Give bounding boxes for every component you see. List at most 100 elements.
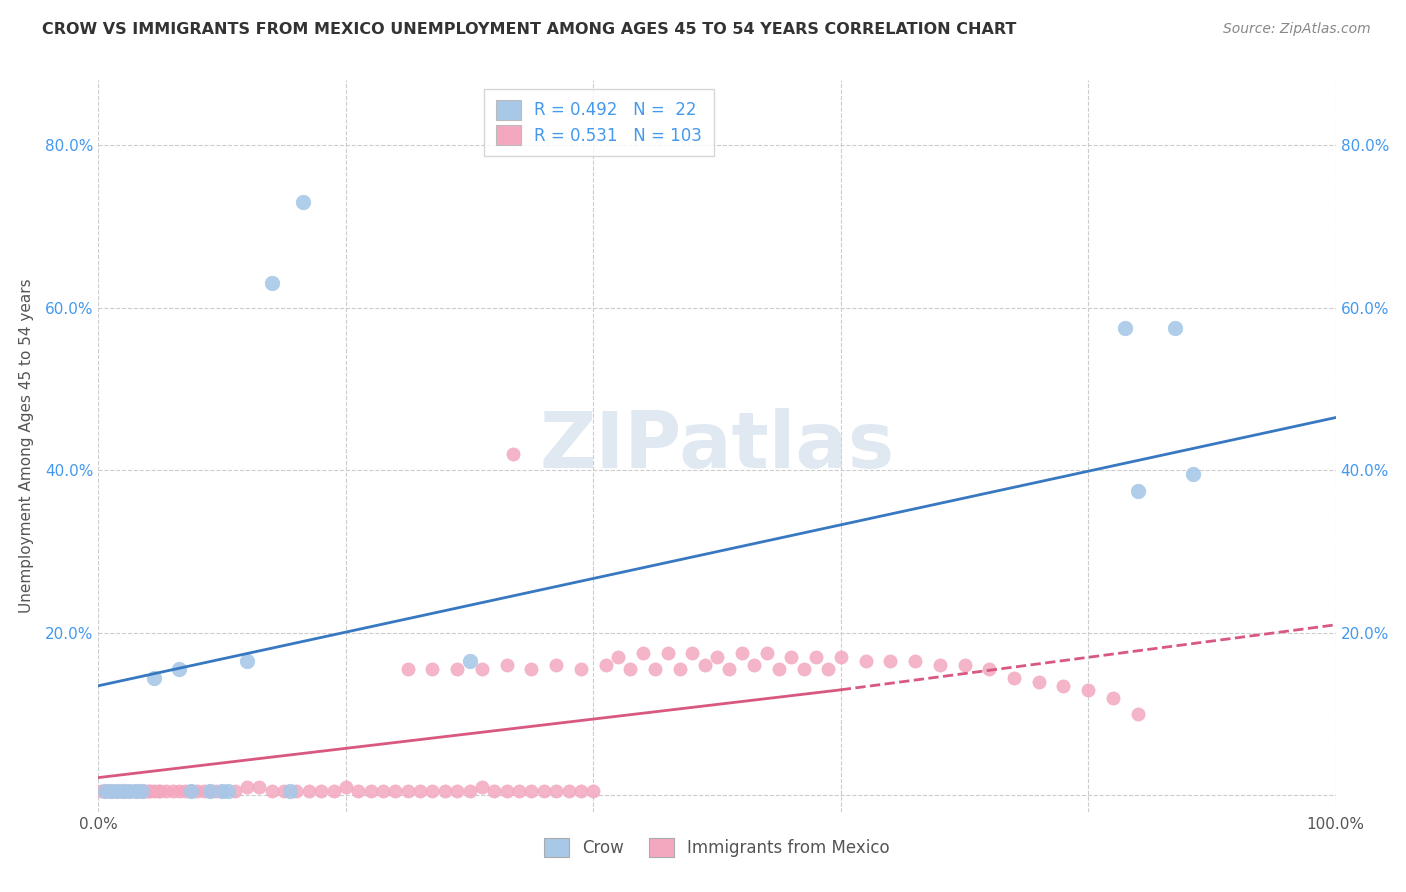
Point (495, 658, 517, 673)
Point (1114, 321, 1136, 335)
Point (569, 663, 592, 677)
Point (273, 784, 295, 798)
Point (557, 784, 579, 798)
Point (309, 784, 332, 798)
Point (546, 658, 568, 673)
Point (1002, 671, 1025, 685)
Point (105, 784, 128, 798)
Point (124, 784, 146, 798)
Point (706, 650, 728, 665)
Text: CROW VS IMMIGRANTS FROM MEXICO UNEMPLOYMENT AMONG AGES 45 TO 54 YEARS CORRELATIO: CROW VS IMMIGRANTS FROM MEXICO UNEMPLOYM… (42, 22, 1017, 37)
Point (100, 784, 122, 798)
Point (458, 654, 481, 668)
Point (830, 650, 852, 665)
Point (298, 784, 321, 798)
Point (1028, 674, 1050, 689)
Point (508, 784, 530, 798)
Point (396, 784, 419, 798)
Point (433, 784, 456, 798)
Point (1126, 707, 1149, 722)
Point (384, 784, 406, 798)
Point (146, 784, 169, 798)
Point (260, 784, 283, 798)
Point (211, 784, 233, 798)
Point (143, 671, 166, 685)
Point (180, 784, 202, 798)
Text: ZIPatlas: ZIPatlas (540, 408, 894, 484)
Point (1182, 467, 1205, 482)
Point (122, 784, 145, 798)
Point (112, 784, 135, 798)
Point (347, 784, 370, 798)
Point (131, 784, 153, 798)
Point (569, 784, 592, 798)
Point (112, 784, 135, 798)
Point (793, 663, 815, 677)
Y-axis label: Unemployment Among Ages 45 to 54 years: Unemployment Among Ages 45 to 54 years (18, 278, 34, 614)
Point (631, 646, 654, 660)
Point (260, 277, 283, 291)
Point (211, 784, 233, 798)
Point (285, 784, 308, 798)
Point (422, 663, 444, 677)
Point (731, 646, 754, 660)
Point (124, 784, 146, 798)
Legend: Crow, Immigrants from Mexico: Crow, Immigrants from Mexico (536, 830, 898, 865)
Point (103, 784, 125, 798)
Point (155, 784, 177, 798)
Point (1126, 483, 1149, 498)
Point (804, 650, 827, 665)
Point (657, 646, 679, 660)
Point (607, 650, 630, 665)
Point (167, 784, 190, 798)
Point (114, 784, 136, 798)
Point (422, 784, 444, 798)
Point (817, 663, 839, 677)
Point (855, 654, 877, 668)
Point (669, 663, 692, 677)
Point (291, 195, 314, 210)
Point (446, 663, 468, 677)
Point (105, 784, 128, 798)
Point (174, 784, 197, 798)
Point (979, 663, 1001, 677)
Point (143, 784, 166, 798)
Point (139, 784, 162, 798)
Point (93, 784, 115, 798)
Point (1052, 679, 1074, 693)
Point (446, 784, 468, 798)
Point (335, 780, 357, 795)
Point (595, 658, 617, 673)
Point (928, 658, 950, 673)
Point (149, 784, 172, 798)
Point (693, 658, 716, 673)
Point (409, 784, 432, 798)
Point (224, 784, 246, 798)
Point (162, 784, 184, 798)
Point (205, 784, 228, 798)
Point (502, 447, 524, 461)
Point (360, 784, 382, 798)
Point (247, 780, 270, 795)
Point (198, 784, 221, 798)
Point (128, 784, 150, 798)
Point (97, 784, 120, 798)
Point (134, 784, 156, 798)
Point (167, 663, 190, 677)
Point (495, 784, 517, 798)
Point (186, 784, 208, 798)
Point (236, 654, 259, 668)
Point (533, 784, 555, 798)
Point (879, 654, 901, 668)
Text: Source: ZipAtlas.com: Source: ZipAtlas.com (1223, 22, 1371, 37)
Point (131, 784, 153, 798)
Point (619, 663, 641, 677)
Point (718, 663, 741, 677)
Point (1077, 682, 1099, 697)
Point (136, 784, 159, 798)
Point (180, 784, 202, 798)
Point (953, 658, 976, 673)
Point (1102, 690, 1125, 705)
Point (110, 784, 132, 798)
Point (278, 784, 301, 798)
